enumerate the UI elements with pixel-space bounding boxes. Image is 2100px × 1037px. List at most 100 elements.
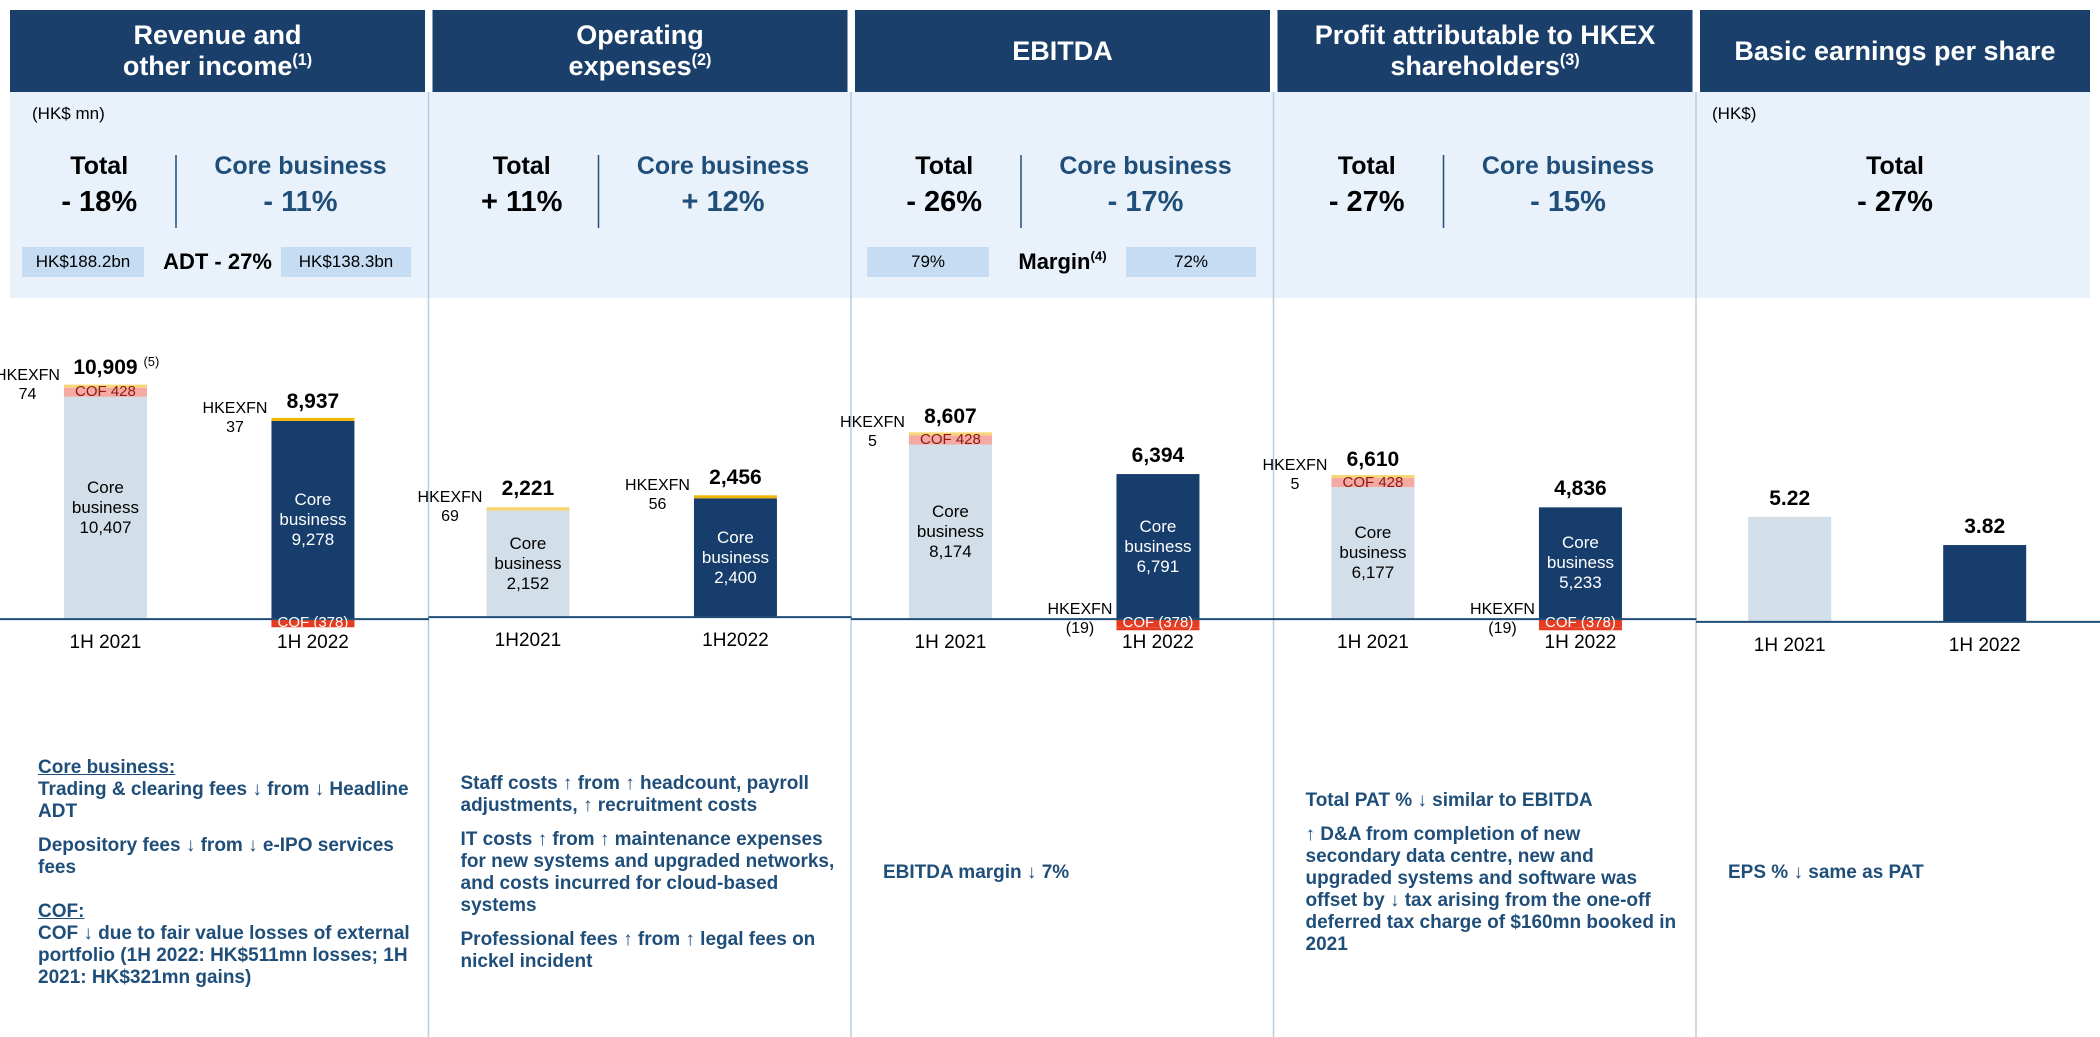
compare-label: ADT - 27% (138, 247, 298, 277)
segment-label: Core business 9,278 (268, 490, 357, 550)
bar-segment (271, 619, 355, 628)
commentary: Staff costs ↑ from ↑ headcount, payroll … (461, 700, 836, 1037)
bar-segment (63, 387, 147, 397)
footnote-ref: (2) (691, 51, 712, 69)
series-name: COF (277, 614, 310, 632)
segment-label: COF 428 (75, 384, 136, 400)
series-name: COF (920, 430, 952, 448)
title-text: EBITDA (1012, 35, 1113, 66)
x-tick-label: 1H 2021 (1337, 632, 1409, 654)
stat: Total + 11% (402, 150, 642, 222)
bar-segment (693, 498, 777, 618)
value-label: 56 (648, 496, 667, 514)
stat-label: Core business (1059, 152, 1232, 180)
value-label: (19) (1488, 620, 1517, 638)
stat: Core business + 12% (603, 150, 843, 222)
header-bg (1700, 10, 2090, 92)
commentary-text: IT costs ↑ from ↑ maintenance expenses f… (460, 829, 835, 916)
segment-label: HKEXFN (19) (1048, 600, 1113, 638)
commentary-text: COF ↓ due to fair value losses of extern… (38, 923, 410, 988)
stat: Core business - 15% (1448, 150, 1688, 222)
title-line: Revenue and (133, 20, 301, 51)
series-name: HKEXFN (1470, 601, 1535, 619)
stat-value: - 11% (263, 186, 338, 218)
title-text: Revenue and (133, 20, 302, 50)
unit-label: (HK$ mn) (32, 104, 105, 123)
total-label: 6,610 (1346, 447, 1400, 471)
value-label: 9,278 (291, 530, 335, 550)
total-label: 4,836 (1554, 477, 1607, 501)
series-name: HKEXFN (840, 414, 905, 432)
footnote-ref: (1) (292, 51, 313, 69)
bar-segment (1331, 478, 1415, 488)
segment-label: HKEXFN 56 (625, 476, 690, 514)
series-name: COF (75, 383, 107, 401)
bar-segment (1116, 619, 1200, 628)
compare-left: HK$188.2bn (35, 252, 131, 271)
compare-left: 79% (910, 252, 946, 271)
stat-label: Core business (1481, 152, 1655, 180)
panel-title: EBITDA (855, 10, 1270, 92)
title-text: other income (122, 51, 293, 81)
x-tick-label: 1H 2021 (914, 632, 987, 654)
x-tick-label: 1H 2022 (1544, 632, 1617, 654)
compare-right: HK$138.3bn (298, 252, 394, 271)
value-label: 69 (441, 508, 459, 526)
bar-segment (908, 444, 992, 620)
bar-segment (271, 417, 355, 421)
series-name: Core business (1546, 533, 1614, 573)
value-label: 5.22 (1769, 486, 1811, 510)
segment-label: COF (378) (1545, 615, 1616, 631)
value-label: 428 (110, 383, 136, 401)
title-line: shareholders(3) (1390, 51, 1579, 82)
stat-label: Total (70, 152, 129, 180)
bar-segment (486, 507, 570, 511)
segment-label: COF (378) (1123, 615, 1194, 631)
x-tick-label: 1H2022 (702, 630, 769, 652)
stat-value: - 17% (1107, 186, 1184, 218)
segment-label: Core business 6,177 (1328, 523, 1417, 583)
segment-label: Core business 6,791 (1113, 517, 1202, 577)
series-name: COF (1122, 614, 1155, 632)
commentary: EBITDA margin ↓ 7% (883, 700, 1258, 1037)
bar-segment (271, 420, 355, 620)
bar (1748, 516, 1832, 622)
value-label: (378) (1158, 614, 1194, 632)
header-bg (10, 10, 425, 92)
total-label: 2,456 (709, 465, 762, 489)
panel-title: Profit attributable to HKEX shareholders(… (1278, 10, 1693, 92)
value-label: 428 (955, 430, 981, 448)
segment-label: COF 428 (920, 430, 981, 448)
panel-title: Revenue and other income(1) (10, 10, 425, 92)
value-label: 2,400 (714, 567, 757, 587)
title-text: expenses (568, 51, 692, 81)
total-label: 8,607 (924, 405, 977, 429)
series-name: HKEXFN (1047, 601, 1113, 619)
segment-label: Core business 2,152 (483, 534, 572, 594)
commentary-text: Trading & clearing fees ↓ from ↓ Headlin… (38, 779, 409, 822)
bar-segment (1116, 474, 1200, 620)
value-label: 74 (18, 385, 37, 403)
value-label: 2,152 (506, 573, 550, 593)
stat-label: Total (492, 152, 551, 180)
stat-value: + 12% (681, 186, 765, 218)
header-bg (432, 10, 848, 92)
series-name: HKEXFN (202, 399, 268, 417)
total-label: 8,937 (286, 390, 340, 414)
title-line: expenses(2) (569, 51, 712, 82)
series-name: HKEXFN (1262, 457, 1328, 475)
value-label: 3.82 (1964, 515, 2006, 539)
unit-label: (HK$) (1712, 104, 1757, 123)
stat: Total - 27% (1775, 150, 2015, 222)
series-name: Core business (279, 490, 347, 530)
stat-label: Core business (214, 152, 387, 180)
value-label: (378) (313, 614, 349, 632)
compare-right: 72% (1173, 252, 1209, 271)
commentary-heading: Core business: (38, 757, 176, 778)
bar-segment (693, 495, 777, 499)
panel-title: Operating expenses(2) (433, 10, 848, 92)
commentary-text: Professional fees ↑ from ↑ legal fees on… (460, 929, 816, 972)
stat-value: - 26% (906, 186, 983, 218)
value-label: (378) (1580, 614, 1616, 632)
